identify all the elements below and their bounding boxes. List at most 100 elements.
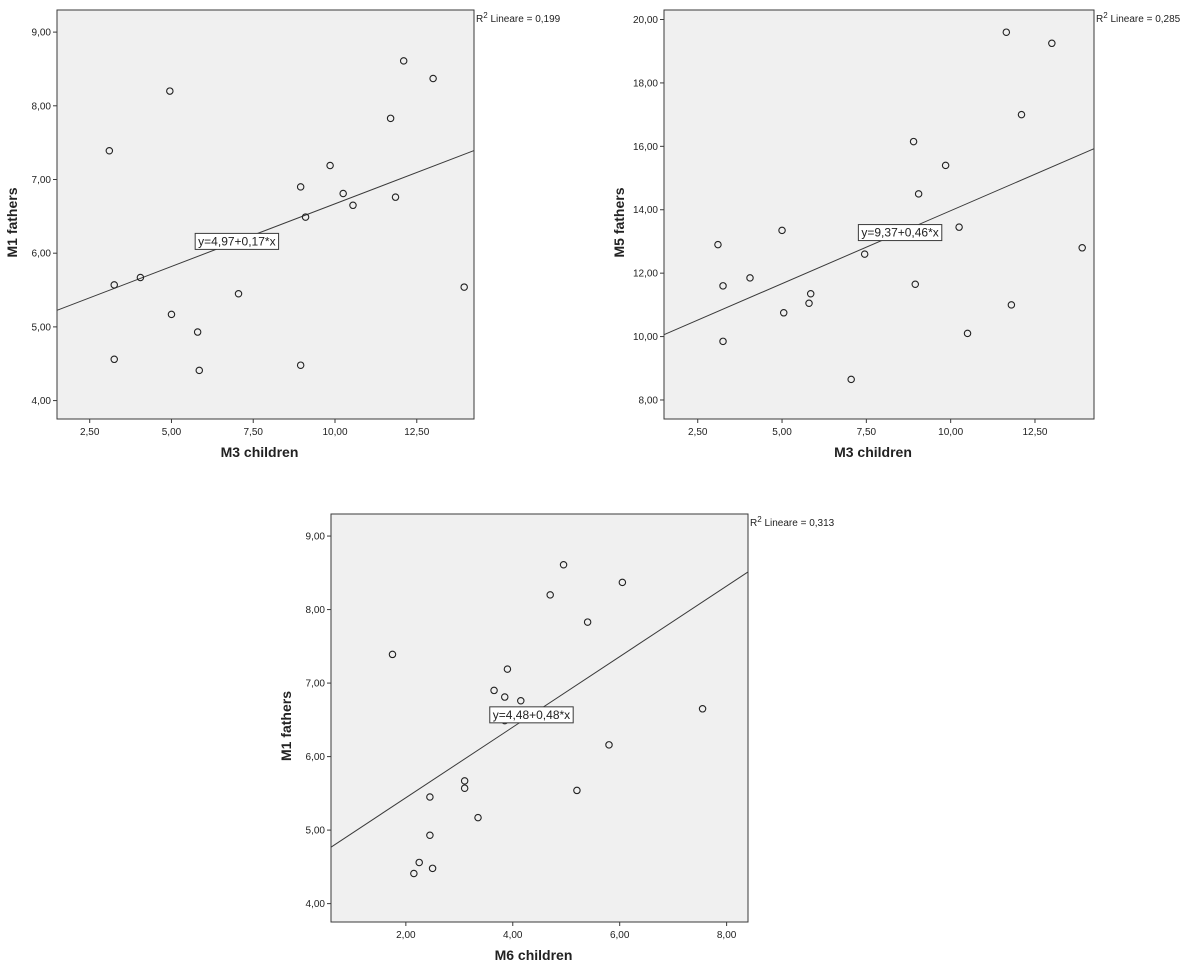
data-point	[326, 161, 334, 170]
x-tick-label: 10,00	[938, 427, 963, 438]
y-tick-label: 8,00	[306, 605, 326, 616]
data-point	[914, 190, 923, 198]
data-point	[573, 786, 581, 795]
r-squared-value: Lineare = 0,285	[1108, 14, 1181, 25]
data-point	[1017, 110, 1026, 119]
data-point	[955, 223, 963, 231]
data-point	[618, 578, 627, 587]
x-tick-label: 2,50	[80, 427, 100, 438]
y-tick-label: 7,00	[306, 679, 326, 690]
regression-line	[56, 150, 475, 311]
regression-line	[663, 148, 1095, 336]
data-point	[388, 650, 397, 659]
fit-equation-box	[489, 706, 574, 724]
data-point	[779, 309, 788, 317]
data-point	[805, 299, 813, 308]
y-tick-label: 5,00	[32, 322, 52, 333]
data-point	[339, 189, 347, 198]
data-point	[460, 283, 468, 291]
y-axis-label: M1 fathers	[4, 187, 20, 257]
data-point	[963, 329, 972, 338]
data-point	[428, 864, 437, 873]
data-point	[719, 337, 727, 346]
data-point	[911, 280, 920, 289]
data-point	[105, 147, 114, 155]
y-axis-label: M1 fathers	[278, 691, 294, 761]
x-tick-label: 8,00	[717, 930, 737, 941]
data-point	[941, 161, 950, 170]
y-tick-label: 18,00	[633, 78, 658, 89]
y-tick-label: 20,00	[633, 15, 658, 26]
data-point	[460, 784, 469, 792]
x-tick-label: 7,50	[244, 427, 264, 438]
y-tick-label: 6,00	[32, 249, 52, 260]
plot-area	[56, 9, 475, 420]
r-squared-prefix: R	[750, 518, 757, 529]
data-point	[296, 183, 305, 191]
x-tick-label: 4,00	[503, 930, 523, 941]
data-point	[474, 813, 482, 822]
scatter-panel-2: 8,00 10,00 12,00 14,00 16,00 18,00 20,00 2,50 5,…	[611, 9, 1181, 460]
data-point	[490, 686, 498, 695]
x-tick-label: 5,00	[772, 427, 792, 438]
x-axis-label: M3 children	[834, 444, 912, 460]
y-tick-label: 4,00	[306, 899, 326, 910]
data-point	[195, 366, 204, 375]
fit-equation: y=9,37+0,46*x	[857, 224, 943, 242]
r-squared-superscript: 2	[757, 515, 762, 524]
data-point	[517, 696, 525, 705]
y-tick-label: 5,00	[306, 826, 326, 837]
x-tick-label: 12,50	[1022, 427, 1047, 438]
x-tick-label: 5,00	[162, 427, 182, 438]
data-point	[746, 274, 754, 282]
fit-equation-text: y=9,37+0,46*x	[861, 226, 938, 240]
data-point	[110, 355, 118, 364]
x-tick-label: 7,50	[857, 427, 877, 438]
x-axis-label: M6 children	[495, 947, 573, 963]
data-point	[301, 213, 310, 221]
r-squared-superscript: 2	[1103, 11, 1108, 20]
data-point	[1048, 39, 1056, 48]
data-point	[546, 591, 554, 599]
data-point	[415, 858, 423, 867]
data-point	[386, 114, 395, 123]
r-squared-superscript: 2	[483, 11, 488, 20]
y-axis-label: M5 fathers	[611, 187, 627, 257]
data-point	[503, 665, 512, 673]
data-point	[296, 361, 305, 369]
data-point	[426, 793, 434, 801]
data-point	[778, 226, 786, 235]
data-point	[110, 281, 118, 289]
data-point	[460, 777, 469, 785]
x-axis-label: M3 children	[221, 444, 299, 460]
data-point	[698, 705, 707, 713]
x-tick-label: 2,00	[396, 930, 416, 941]
data-point	[806, 290, 815, 298]
data-point	[1002, 28, 1011, 36]
data-point	[719, 282, 727, 290]
x-tick-label: 10,00	[322, 427, 347, 438]
data-point	[559, 560, 568, 569]
scatter-panel-1: 4,00 5,00 6,00 7,00 8,00 9,00 2,50 5,00 7,50 10,0…	[4, 9, 561, 460]
fit-equation: y=4,48+0,48*x	[489, 706, 574, 724]
data-point	[714, 240, 722, 249]
y-tick-label: 8,00	[639, 395, 659, 406]
data-point	[136, 273, 145, 282]
y-tick-label: 6,00	[306, 752, 326, 763]
data-point	[429, 74, 437, 83]
r-squared-value: Lineare = 0,313	[762, 518, 835, 529]
y-tick-label: 9,00	[32, 28, 52, 39]
y-tick-label: 14,00	[633, 205, 658, 216]
x-tick-label: 12,50	[404, 427, 429, 438]
x-tick-label: 6,00	[610, 930, 630, 941]
y-tick-label: 7,00	[32, 175, 52, 186]
y-tick-label: 9,00	[306, 532, 326, 543]
r-squared-label: R2 Lineare = 0,285	[1096, 11, 1181, 25]
data-point	[391, 193, 400, 201]
fit-equation-box	[857, 224, 943, 242]
r-squared-label: R2 Lineare = 0,313	[750, 515, 835, 529]
data-point	[399, 57, 408, 65]
y-tick-label: 8,00	[32, 101, 52, 112]
x-tick-label: 2,50	[688, 427, 708, 438]
